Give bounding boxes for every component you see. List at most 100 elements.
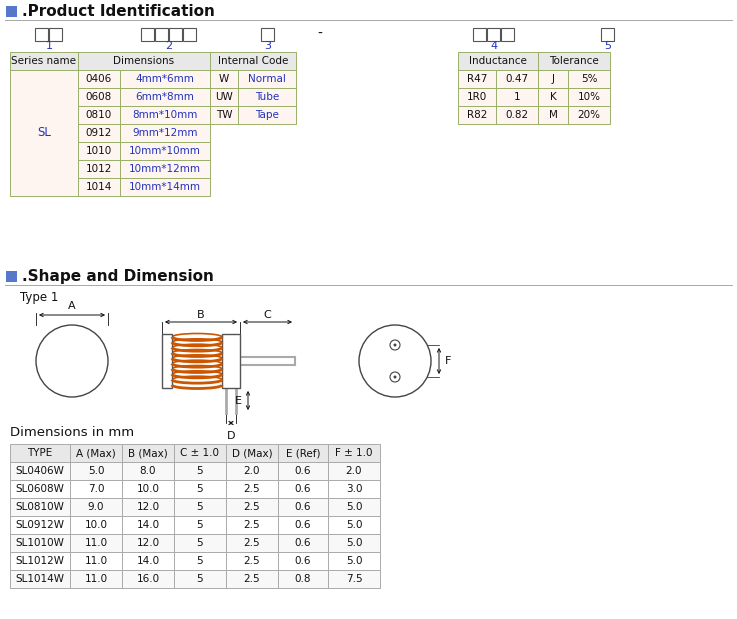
Bar (328, 552, 380, 570)
Text: M: M (548, 110, 557, 120)
Bar (70, 552, 122, 570)
Text: 10.0: 10.0 (136, 484, 159, 494)
Bar (122, 516, 174, 534)
Bar (122, 534, 174, 552)
Bar (226, 570, 278, 588)
Bar (496, 70, 538, 88)
Text: Tolerance: Tolerance (549, 56, 599, 66)
Circle shape (394, 344, 397, 347)
Bar (568, 70, 610, 88)
Text: E (Ref): E (Ref) (286, 448, 321, 458)
Bar (538, 88, 568, 106)
Text: B: B (198, 310, 205, 320)
Text: SL1010W: SL1010W (15, 538, 64, 548)
Bar (278, 444, 328, 462)
Text: 4mm*6mm: 4mm*6mm (136, 74, 195, 84)
Bar (226, 498, 278, 516)
Bar (222, 334, 240, 388)
Bar (10, 570, 70, 588)
Text: 0608: 0608 (86, 92, 112, 102)
Bar (278, 498, 328, 516)
Bar (78, 124, 120, 142)
Bar (184, 27, 197, 40)
Text: 5: 5 (197, 556, 203, 566)
Text: Series name: Series name (12, 56, 77, 66)
Bar (78, 160, 120, 178)
Bar (120, 106, 210, 124)
Text: TYPE: TYPE (27, 448, 52, 458)
Bar (70, 534, 122, 552)
Text: SL1012W: SL1012W (15, 556, 65, 566)
Bar (142, 27, 155, 40)
Bar (328, 462, 380, 480)
Text: Dimensions in mm: Dimensions in mm (10, 426, 134, 439)
Text: 5: 5 (197, 520, 203, 530)
Bar (10, 516, 70, 534)
Bar (78, 52, 210, 70)
Bar (78, 106, 120, 124)
Bar (174, 498, 226, 516)
Bar (278, 534, 328, 552)
Text: 5.0: 5.0 (88, 466, 104, 476)
Bar (538, 70, 568, 88)
Bar (10, 462, 70, 480)
Bar (174, 552, 226, 570)
Text: 10mm*14mm: 10mm*14mm (129, 182, 201, 192)
Bar (70, 480, 122, 498)
Bar (210, 88, 238, 106)
Bar (538, 106, 568, 124)
Text: Tape: Tape (255, 110, 279, 120)
Text: 5.0: 5.0 (346, 556, 363, 566)
Text: 0.82: 0.82 (506, 110, 528, 120)
Bar (328, 516, 380, 534)
Bar (458, 52, 538, 70)
Bar (6, 6, 17, 17)
Text: D (Max): D (Max) (231, 448, 272, 458)
Bar (35, 27, 49, 40)
Text: 5.0: 5.0 (346, 502, 363, 512)
Bar (78, 142, 120, 160)
Bar (538, 52, 610, 70)
Bar (6, 271, 17, 282)
Text: 5: 5 (197, 502, 203, 512)
Text: .Product Identification: .Product Identification (22, 4, 215, 19)
Text: UW: UW (215, 92, 233, 102)
Text: 0.6: 0.6 (295, 484, 311, 494)
Text: F ± 1.0: F ± 1.0 (335, 448, 373, 458)
Bar (473, 27, 486, 40)
Text: R47: R47 (467, 74, 487, 84)
Bar (458, 88, 496, 106)
Text: 14.0: 14.0 (136, 520, 160, 530)
Text: 0.6: 0.6 (295, 538, 311, 548)
Bar (122, 498, 174, 516)
Text: SL0912W: SL0912W (15, 520, 65, 530)
Bar (328, 498, 380, 516)
Circle shape (36, 325, 108, 397)
Text: 0.6: 0.6 (295, 520, 311, 530)
Bar (328, 480, 380, 498)
Text: 7.0: 7.0 (88, 484, 104, 494)
Text: A: A (69, 301, 76, 311)
Text: 2.5: 2.5 (244, 538, 260, 548)
Bar (210, 52, 296, 70)
Bar (156, 27, 169, 40)
Text: 1R0: 1R0 (467, 92, 487, 102)
Text: TW: TW (216, 110, 232, 120)
Circle shape (359, 325, 431, 397)
Text: Type 1: Type 1 (20, 291, 58, 304)
Bar (328, 570, 380, 588)
Bar (226, 516, 278, 534)
Bar (226, 534, 278, 552)
Text: 14.0: 14.0 (136, 556, 160, 566)
Bar (70, 516, 122, 534)
Text: J: J (551, 74, 554, 84)
Bar (174, 570, 226, 588)
Text: 10mm*10mm: 10mm*10mm (129, 146, 201, 156)
Text: 7.5: 7.5 (346, 574, 363, 584)
Bar (174, 444, 226, 462)
Text: 0.6: 0.6 (295, 556, 311, 566)
Text: 5: 5 (197, 466, 203, 476)
Text: 2.5: 2.5 (244, 502, 260, 512)
Text: 10mm*12mm: 10mm*12mm (129, 164, 201, 174)
Bar (10, 498, 70, 516)
